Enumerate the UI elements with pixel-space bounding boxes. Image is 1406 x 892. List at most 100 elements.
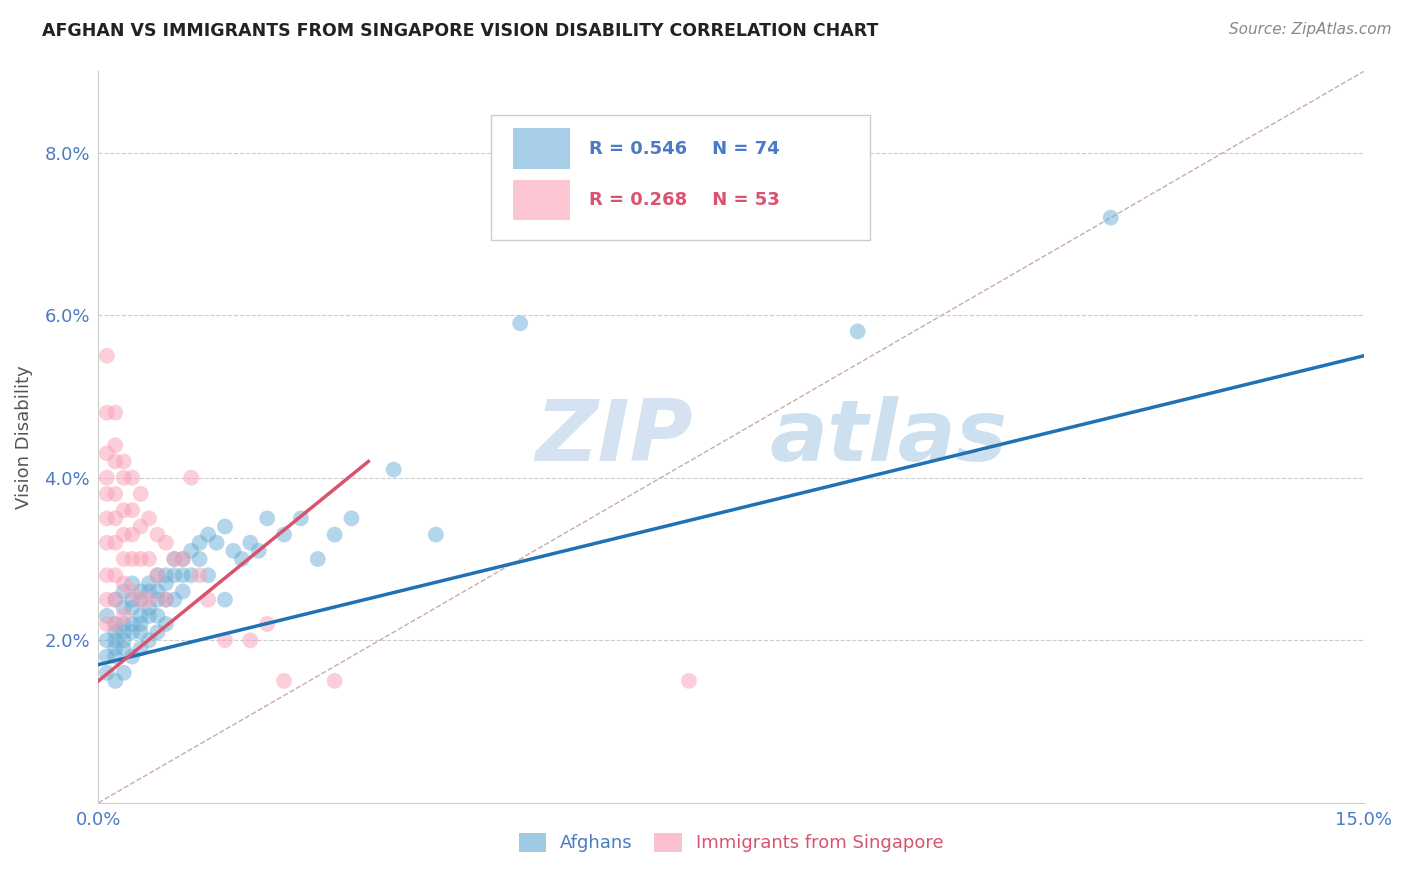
Point <box>163 568 186 582</box>
Point <box>146 527 169 541</box>
Point <box>180 544 202 558</box>
Point <box>155 568 177 582</box>
Point <box>96 406 118 420</box>
Point <box>146 568 169 582</box>
Point <box>121 552 143 566</box>
Point <box>163 552 186 566</box>
Point <box>146 625 169 640</box>
Point <box>112 625 135 640</box>
Legend: Afghans, Immigrants from Singapore: Afghans, Immigrants from Singapore <box>512 826 950 860</box>
Point <box>205 535 228 549</box>
Point <box>96 665 118 680</box>
Point <box>290 511 312 525</box>
Point <box>104 625 127 640</box>
Bar <box>513 179 571 219</box>
Point <box>129 592 152 607</box>
Point <box>104 568 127 582</box>
Point <box>104 617 127 632</box>
Point <box>112 617 135 632</box>
Point <box>112 665 135 680</box>
Point <box>172 568 194 582</box>
Point <box>96 487 118 501</box>
Point <box>172 584 194 599</box>
Point <box>121 576 143 591</box>
Point <box>121 649 143 664</box>
Point <box>112 584 135 599</box>
Point <box>104 592 127 607</box>
Point <box>96 617 118 632</box>
Point <box>112 552 135 566</box>
Point <box>121 471 143 485</box>
Point <box>129 584 152 599</box>
Point <box>129 625 152 640</box>
Point <box>104 649 127 664</box>
Point <box>104 641 127 656</box>
Point <box>163 552 186 566</box>
Point <box>112 608 135 623</box>
Point <box>112 600 135 615</box>
Point <box>188 535 211 549</box>
Point <box>214 633 236 648</box>
Point <box>163 592 186 607</box>
Point <box>214 519 236 533</box>
Point <box>239 535 262 549</box>
Point <box>155 592 177 607</box>
Point <box>138 552 160 566</box>
Point <box>112 641 135 656</box>
Point <box>155 535 177 549</box>
Point <box>121 584 143 599</box>
Point <box>340 511 363 525</box>
Point <box>155 592 177 607</box>
Point <box>231 552 253 566</box>
Point <box>121 600 143 615</box>
Point <box>146 568 169 582</box>
Point <box>146 584 169 599</box>
Point <box>121 592 143 607</box>
Point <box>138 633 160 648</box>
Point <box>129 641 152 656</box>
Point <box>96 535 118 549</box>
Point <box>273 527 295 541</box>
Point <box>155 617 177 632</box>
Point <box>138 584 160 599</box>
Point <box>121 503 143 517</box>
Point <box>112 527 135 541</box>
Point <box>112 503 135 517</box>
Point <box>155 576 177 591</box>
Point <box>323 673 346 688</box>
Point <box>121 617 143 632</box>
Point <box>188 568 211 582</box>
Point <box>180 471 202 485</box>
Point <box>121 527 143 541</box>
Point <box>104 617 127 632</box>
Y-axis label: Vision Disability: Vision Disability <box>15 365 34 509</box>
Point <box>129 592 152 607</box>
Point <box>146 592 169 607</box>
Point <box>222 544 245 558</box>
Point <box>138 600 160 615</box>
Point <box>197 592 219 607</box>
Point <box>188 552 211 566</box>
Text: Source: ZipAtlas.com: Source: ZipAtlas.com <box>1229 22 1392 37</box>
Point <box>129 487 152 501</box>
Point <box>323 527 346 541</box>
Point <box>197 568 219 582</box>
Point <box>121 625 143 640</box>
Point <box>172 552 194 566</box>
Point <box>138 592 160 607</box>
Point <box>247 544 270 558</box>
Point <box>104 592 127 607</box>
Point <box>112 576 135 591</box>
Text: R = 0.268    N = 53: R = 0.268 N = 53 <box>589 191 780 209</box>
Point <box>197 527 219 541</box>
Point <box>846 325 869 339</box>
Point <box>104 511 127 525</box>
Point <box>509 316 531 330</box>
Text: R = 0.546    N = 74: R = 0.546 N = 74 <box>589 139 780 158</box>
Point <box>678 673 700 688</box>
Point <box>104 633 127 648</box>
Point <box>180 568 202 582</box>
Point <box>129 552 152 566</box>
Point <box>112 471 135 485</box>
Point <box>96 608 118 623</box>
